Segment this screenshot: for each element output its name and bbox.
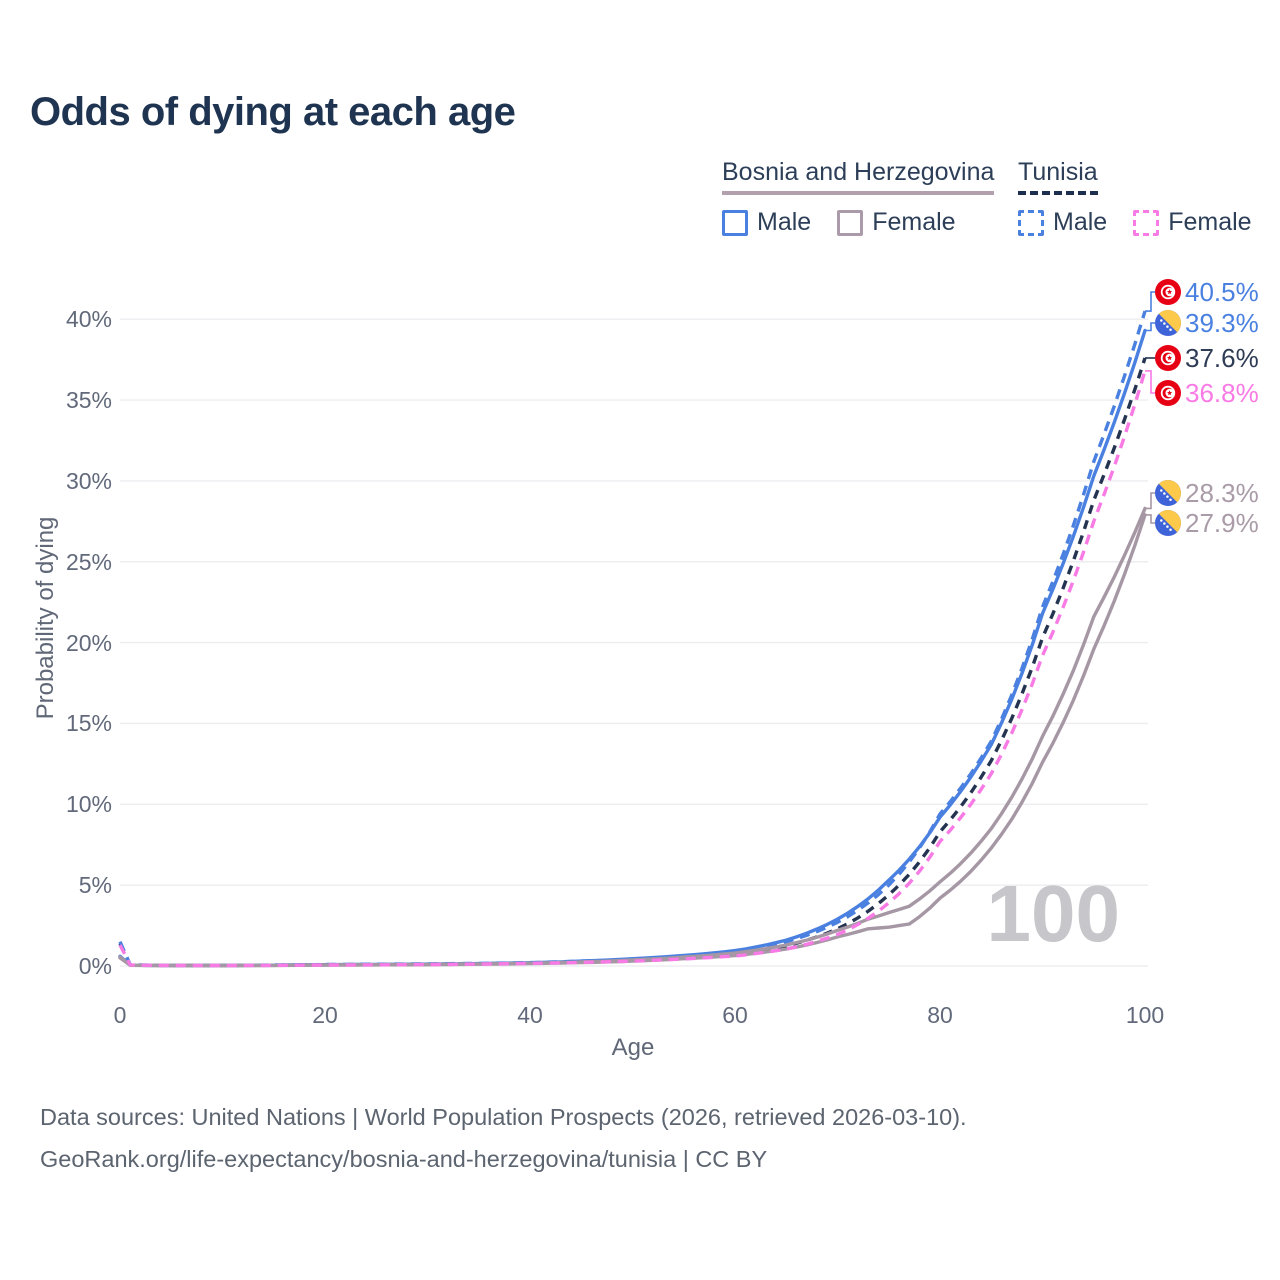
legend-swatch-bosnia-male[interactable] bbox=[722, 209, 748, 236]
end-label-connector-ba-female bbox=[1145, 514, 1155, 524]
end-value-label-ba-both: 28.3% bbox=[1185, 478, 1259, 508]
legend-swatch-tunisia-male[interactable] bbox=[1018, 209, 1044, 236]
series-line-tn-male bbox=[118, 310, 1147, 968]
end-value-label-ba-female: 27.9% bbox=[1185, 508, 1259, 538]
y-tick-label: 20% bbox=[65, 629, 112, 656]
tunisia-flag-icon bbox=[1155, 279, 1181, 305]
legend-item-tunisia-female[interactable]: Female bbox=[1133, 208, 1252, 237]
y-tick-label: 30% bbox=[65, 467, 112, 494]
x-tick-label: 100 bbox=[1125, 1002, 1165, 1028]
x-tick-label: 60 bbox=[722, 1002, 748, 1028]
end-value-label-tn-both: 37.6% bbox=[1185, 343, 1259, 373]
end-label-connector-ba-both bbox=[1145, 492, 1155, 510]
attribution-line: GeoRank.org/life-expectancy/bosnia-and-h… bbox=[40, 1146, 768, 1172]
y-axis-title: Probability of dying bbox=[32, 516, 59, 720]
end-value-label-ba-male: 39.3% bbox=[1185, 308, 1259, 338]
bosnia-flag-icon bbox=[1155, 309, 1182, 336]
page-title: Odds of dying at each age bbox=[30, 90, 516, 134]
end-label-connector-tn-male bbox=[1145, 291, 1155, 312]
y-tick-label: 0% bbox=[78, 953, 112, 979]
y-tick-label: 40% bbox=[65, 306, 112, 333]
legend-group-tunisia: Tunisia Male Female bbox=[1018, 158, 1252, 237]
y-tick-label: 10% bbox=[65, 791, 112, 818]
x-tick-label: 0 bbox=[113, 1002, 127, 1028]
end-value-label-tn-female: 36.8% bbox=[1185, 378, 1259, 408]
legend-item-tunisia-male[interactable]: Male bbox=[1018, 208, 1107, 237]
legend-swatch-tunisia-female[interactable] bbox=[1133, 209, 1160, 236]
series-line-tn-female bbox=[118, 370, 1147, 968]
legend-label-tunisia-female: Female bbox=[1168, 208, 1252, 236]
end-value-label-tn-male: 40.5% bbox=[1185, 277, 1259, 307]
x-axis-title: Age bbox=[611, 1034, 655, 1061]
end-label-connector-tn-female bbox=[1145, 370, 1155, 394]
y-tick-label: 35% bbox=[65, 387, 112, 414]
legend-item-bosnia-male[interactable]: Male bbox=[722, 208, 811, 237]
data-sources-line: Data sources: United Nations | World Pop… bbox=[40, 1104, 967, 1130]
legend-label-bosnia-male: Male bbox=[757, 208, 812, 236]
legend-country-bosnia: Bosnia and Herzegovina bbox=[722, 158, 995, 195]
x-tick-label: 40 bbox=[517, 1002, 543, 1028]
y-tick-label: 5% bbox=[78, 872, 112, 899]
x-tick-label: 80 bbox=[927, 1002, 953, 1028]
age-counter: 100 bbox=[987, 869, 1120, 958]
legend-swatch-bosnia-female[interactable] bbox=[837, 209, 864, 236]
legend-group-bosnia: Bosnia and Herzegovina Male Female bbox=[722, 158, 995, 237]
tunisia-flag-icon bbox=[1155, 380, 1181, 406]
series-line-ba-female bbox=[118, 513, 1147, 968]
legend-item-bosnia-female[interactable]: Female bbox=[837, 208, 956, 237]
tunisia-flag-icon bbox=[1155, 345, 1181, 371]
x-tick-label: 20 bbox=[312, 1002, 338, 1028]
y-tick-label: 15% bbox=[65, 710, 112, 737]
legend-country-tunisia: Tunisia bbox=[1018, 158, 1098, 195]
end-label-connector-ba-male bbox=[1145, 322, 1155, 332]
legend-label-tunisia-male: Male bbox=[1053, 208, 1108, 236]
legend-label-bosnia-female: Female bbox=[872, 208, 956, 236]
bosnia-flag-icon bbox=[1155, 479, 1182, 506]
y-tick-label: 25% bbox=[65, 548, 112, 575]
source-footer: Data sources: United Nations | World Pop… bbox=[40, 1096, 967, 1180]
bosnia-flag-icon bbox=[1155, 509, 1182, 536]
